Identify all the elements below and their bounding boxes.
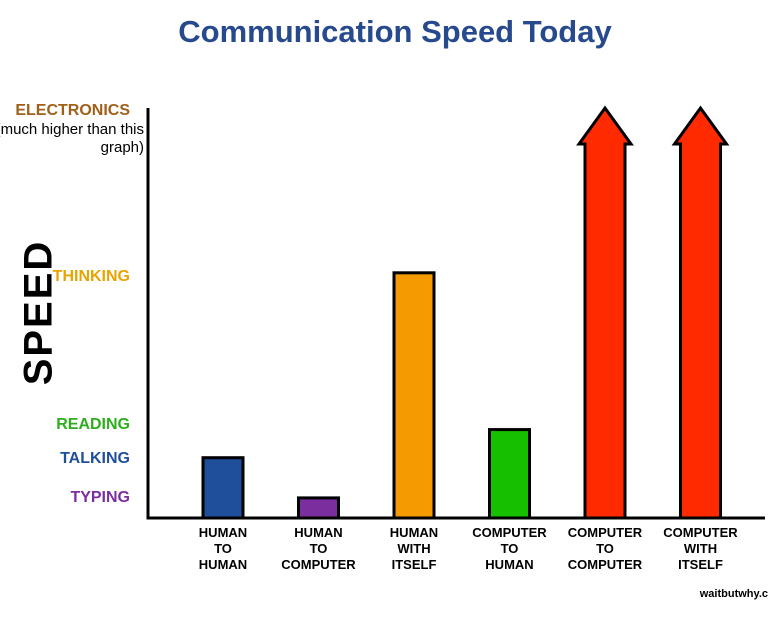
x-category-line: TO — [500, 541, 519, 556]
x-category-line: HUMAN — [485, 557, 534, 572]
x-category-line: COMPUTER — [567, 557, 643, 572]
x-category-label-4: COMPUTER TO HUMAN — [460, 525, 560, 573]
x-category-line: COMPUTER — [281, 557, 356, 572]
x-category-line: ITSELF — [678, 557, 723, 572]
bar-2 — [297, 496, 340, 520]
x-category-label-6: COMPUTER WITH ITSELF — [651, 525, 751, 573]
y-level-label-thinking: THINKING — [52, 268, 130, 285]
x-category-label-2: HUMAN TO COMPUTER — [269, 525, 369, 573]
y-level-label-electronics: ELECTRONICS — [15, 102, 130, 119]
y-level-label-talking: TALKING — [60, 450, 130, 467]
x-category-line: HUMAN — [389, 525, 439, 540]
bar-arrow-5 — [576, 105, 634, 520]
x-category-label-3: HUMAN WITH ITSELF — [364, 525, 464, 573]
x-category-line: HUMAN — [294, 525, 343, 540]
credit-text: waitbutwhy.c — [699, 588, 768, 600]
y-axis-label: SPEED — [16, 239, 61, 386]
x-category-line: COMPUTER — [567, 525, 643, 540]
bar-arrow-6 — [671, 105, 730, 520]
x-category-label-5: COMPUTER TO COMPUTER — [555, 525, 655, 573]
chart-title: Communication Speed Today — [178, 14, 612, 49]
y-level-label-typing: TYPING — [70, 489, 130, 506]
bar-4 — [488, 428, 531, 520]
x-category-line: HUMAN — [198, 557, 248, 572]
bar-3 — [392, 271, 436, 520]
y-level-label-reading: READING — [56, 416, 130, 433]
x-category-line: ITSELF — [391, 557, 437, 572]
x-category-label-1: HUMAN TO HUMAN — [173, 525, 273, 573]
bar-1 — [201, 456, 245, 520]
x-category-line: WITH — [397, 541, 431, 556]
x-category-line: WITH — [683, 541, 718, 556]
x-category-line: HUMAN — [198, 525, 248, 540]
x-category-line: COMPUTER — [663, 525, 738, 540]
x-category-line: COMPUTER — [472, 525, 547, 540]
x-category-line: TO — [309, 541, 328, 556]
y-level-note: (much higher than this graph) — [0, 121, 144, 156]
x-category-line: TO — [596, 541, 614, 556]
x-category-line: TO — [214, 541, 232, 556]
